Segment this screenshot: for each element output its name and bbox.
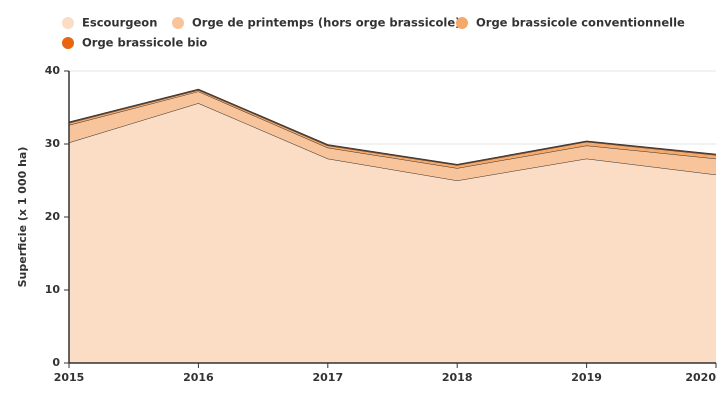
legend-marker[interactable] (456, 17, 468, 29)
area (69, 89, 716, 169)
y-tick-label: 40 (45, 64, 61, 77)
x-tick-label: 2020 (685, 371, 716, 384)
area (69, 103, 716, 364)
x-tick-label: 2019 (571, 371, 602, 384)
legend-label[interactable]: Orge de printemps (hors orge brassicole) (192, 16, 460, 30)
y-tick-label: 10 (45, 283, 61, 296)
legend-marker[interactable] (62, 37, 74, 49)
y-tick-label: 0 (52, 356, 60, 369)
area (69, 91, 716, 181)
x-tick-label: 2018 (442, 371, 473, 384)
y-axis-label: Superficie (x 1 000 ha) (16, 147, 29, 288)
legend-label[interactable]: Escourgeon (82, 16, 157, 30)
x-tick-label: 2016 (183, 371, 214, 384)
x-tick-label: 2017 (312, 371, 343, 384)
area-line (68, 88, 717, 165)
x-tick-label: 2015 (54, 371, 85, 384)
legend-marker[interactable] (172, 17, 184, 29)
y-tick-label: 30 (45, 137, 61, 150)
y-tick-label: 20 (45, 210, 61, 223)
legend-marker[interactable] (62, 17, 74, 29)
legend-label[interactable]: Orge brassicole conventionnelle (476, 16, 685, 30)
legend-label[interactable]: Orge brassicole bio (82, 36, 207, 50)
